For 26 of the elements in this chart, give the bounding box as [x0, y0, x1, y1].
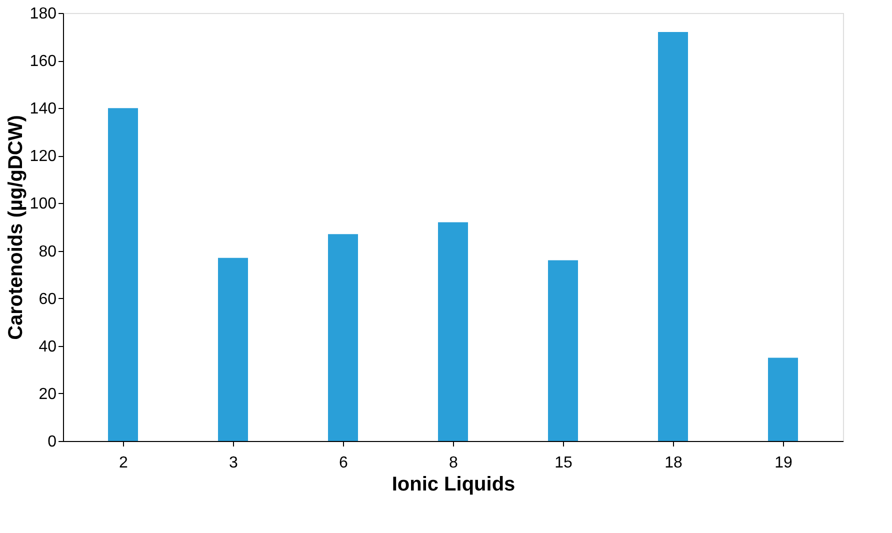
y-tick-label: 140	[30, 100, 57, 118]
y-tick-label: 100	[30, 196, 57, 213]
y-tick-label: 20	[38, 386, 57, 403]
y-axis-title: Carotenoids (µg/gDCW)	[4, 115, 27, 340]
x-tick-label: 2	[119, 454, 128, 472]
bar	[218, 258, 248, 441]
x-tick-label: 6	[339, 454, 348, 472]
x-tick-label: 18	[664, 454, 682, 472]
y-tick-label: 120	[30, 148, 57, 166]
bar	[548, 260, 578, 441]
bar	[768, 358, 798, 441]
y-tick-label: 60	[38, 290, 57, 308]
y-tick-label: 80	[38, 243, 57, 260]
y-tick-label: 180	[30, 6, 57, 22]
x-tick-label: 8	[449, 454, 458, 472]
x-tick-label: 15	[554, 454, 572, 472]
bar	[108, 108, 138, 441]
y-tick-label: 40	[38, 338, 57, 356]
y-tick-label: 160	[30, 53, 57, 70]
bar	[658, 32, 688, 441]
bar	[438, 222, 468, 441]
bar	[328, 234, 358, 441]
y-tick-label: 0	[48, 434, 57, 450]
x-axis-title: Ionic Liquids	[392, 474, 516, 496]
x-tick-label: 3	[229, 454, 238, 472]
x-tick-label: 19	[774, 454, 792, 472]
